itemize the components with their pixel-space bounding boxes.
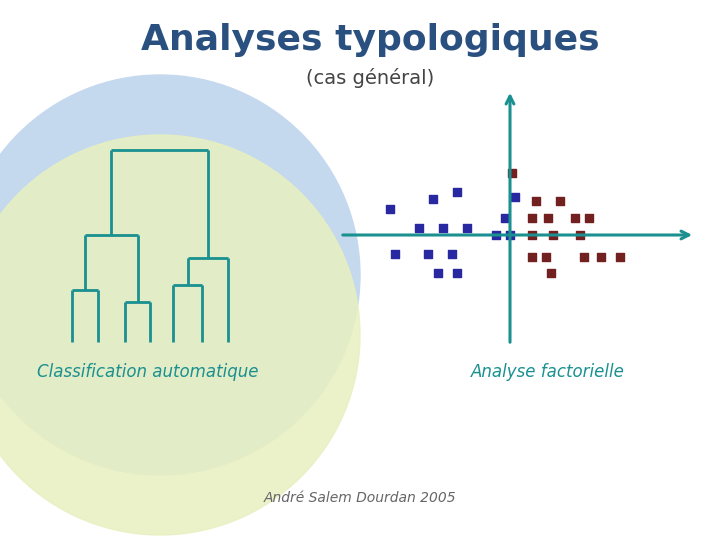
Text: Classification automatique: Classification automatique	[37, 363, 258, 381]
Point	[543, 214, 554, 222]
Point	[545, 269, 557, 278]
Text: (cas général): (cas général)	[306, 68, 434, 88]
Point	[526, 214, 537, 222]
Point	[423, 250, 434, 259]
Point	[540, 252, 552, 261]
Point	[509, 192, 521, 201]
Point	[574, 231, 585, 239]
Point	[389, 250, 400, 259]
Point	[432, 269, 444, 278]
Point	[547, 231, 559, 239]
Point	[437, 224, 449, 232]
Point	[428, 195, 439, 204]
Point	[526, 231, 537, 239]
Point	[531, 197, 542, 206]
Point	[451, 187, 463, 196]
Point	[461, 224, 472, 232]
Circle shape	[0, 135, 360, 535]
Point	[500, 214, 511, 222]
Point	[526, 252, 537, 261]
Point	[413, 224, 425, 232]
Text: Analyses typologiques: Analyses typologiques	[140, 23, 599, 57]
Point	[507, 168, 518, 177]
Point	[583, 214, 595, 222]
Point	[569, 214, 580, 222]
Point	[384, 204, 396, 213]
Point	[451, 269, 463, 278]
Text: André Salem Dourdan 2005: André Salem Dourdan 2005	[264, 491, 456, 505]
Circle shape	[0, 75, 360, 475]
Point	[504, 231, 516, 239]
Point	[446, 250, 458, 259]
Point	[615, 252, 626, 261]
Point	[595, 252, 607, 261]
Text: Analyse factorielle: Analyse factorielle	[471, 363, 625, 381]
Point	[554, 197, 566, 206]
Point	[579, 252, 590, 261]
Point	[490, 231, 501, 239]
